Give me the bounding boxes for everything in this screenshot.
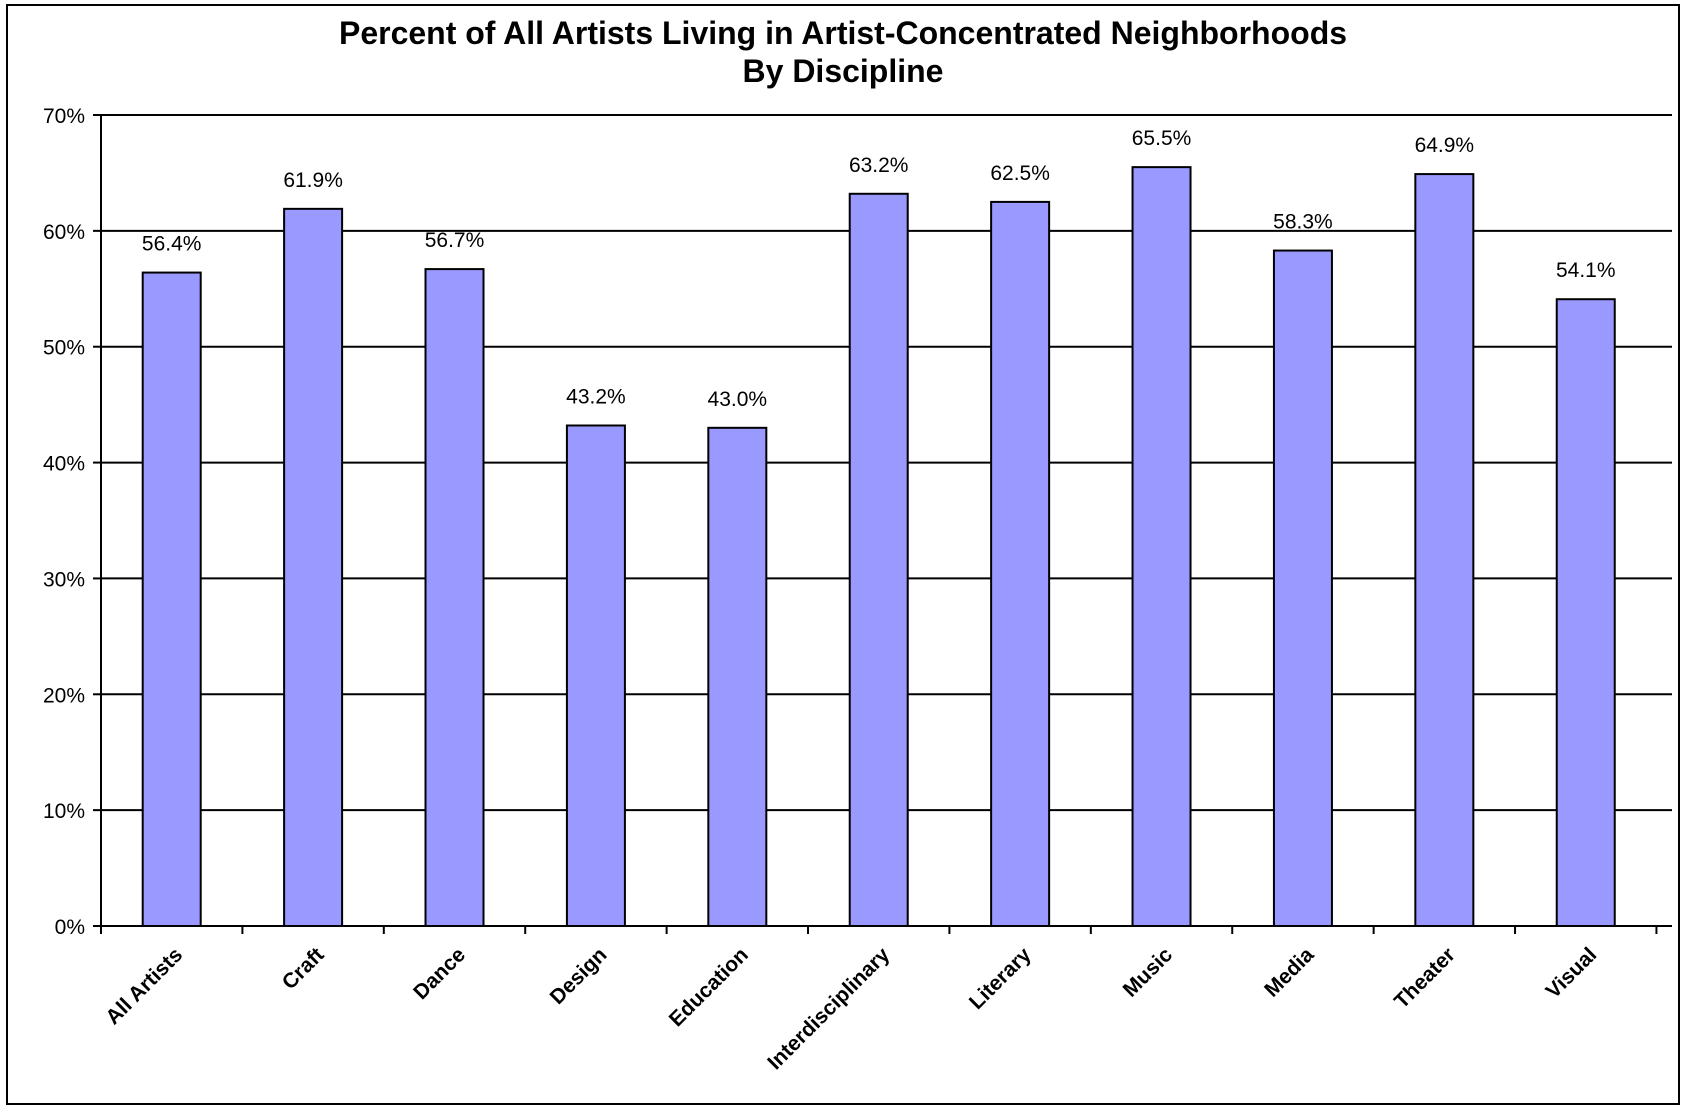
chart-title-block: Percent of All Artists Living in Artist-… <box>0 14 1686 90</box>
bar <box>707 426 768 927</box>
axes <box>93 114 1672 934</box>
y-tick-label: 50% <box>43 337 85 360</box>
data-label: 63.2% <box>849 154 909 177</box>
data-label: 56.4% <box>142 233 202 256</box>
chart-subtitle: By Discipline <box>742 53 944 89</box>
data-label: 64.9% <box>1415 134 1475 157</box>
bar <box>990 200 1051 927</box>
category-label: Visual <box>1542 943 1602 1003</box>
bar <box>1131 166 1192 927</box>
category-label: Education <box>665 943 753 1031</box>
bar <box>141 271 202 927</box>
y-tick-label: 30% <box>43 568 85 591</box>
data-label: 65.5% <box>1132 127 1192 150</box>
bar <box>848 192 909 928</box>
bar <box>1555 298 1616 928</box>
category-label: Music <box>1119 943 1178 1002</box>
y-tick-label: 40% <box>43 453 85 476</box>
y-tick-label: 70% <box>43 105 85 128</box>
bar <box>1414 173 1475 927</box>
bar <box>565 424 626 927</box>
y-tick-label: 60% <box>43 221 85 244</box>
category-label: Dance <box>409 943 470 1004</box>
data-label: 56.7% <box>425 229 485 252</box>
data-label: 43.2% <box>566 385 626 408</box>
data-label: 43.0% <box>708 388 768 411</box>
category-label: Media <box>1260 943 1319 1002</box>
chart-title: Percent of All Artists Living in Artist-… <box>338 15 1348 51</box>
category-label: Theater <box>1390 943 1460 1013</box>
category-label: Literary <box>965 943 1036 1014</box>
bars <box>141 166 1616 928</box>
data-label: 62.5% <box>990 162 1050 185</box>
labels: 0% 10% 20% 30% 40% 50% 60% 70% 56.4% All Artists 6… <box>43 105 1616 1074</box>
y-tick-label: 0% <box>55 916 85 939</box>
bar <box>283 207 344 927</box>
data-label: 58.3% <box>1273 211 1333 234</box>
bar <box>424 268 485 927</box>
bar <box>1272 249 1333 927</box>
category-label: Design <box>546 943 612 1009</box>
data-label: 61.9% <box>283 169 343 192</box>
y-tick-label: 20% <box>43 684 85 707</box>
category-label: Interdisciplinary <box>763 943 894 1074</box>
category-label: Craft <box>278 943 329 994</box>
data-label: 54.1% <box>1556 259 1616 282</box>
y-tick-label: 10% <box>43 800 85 823</box>
category-label: All Artists <box>101 943 187 1029</box>
